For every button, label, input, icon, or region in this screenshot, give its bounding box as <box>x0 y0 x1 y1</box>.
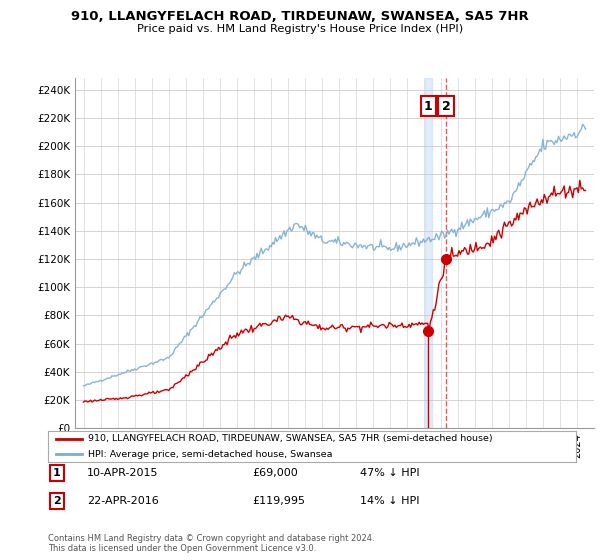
Bar <box>425 78 432 428</box>
Text: 910, LLANGYFELACH ROAD, TIRDEUNAW, SWANSEA, SA5 7HR (semi-detached house): 910, LLANGYFELACH ROAD, TIRDEUNAW, SWANS… <box>88 435 492 444</box>
Text: 14% ↓ HPI: 14% ↓ HPI <box>360 496 419 506</box>
Text: 10-APR-2015: 10-APR-2015 <box>87 468 158 478</box>
Text: 2: 2 <box>53 496 61 506</box>
Text: 47% ↓ HPI: 47% ↓ HPI <box>360 468 419 478</box>
Text: Price paid vs. HM Land Registry's House Price Index (HPI): Price paid vs. HM Land Registry's House … <box>137 24 463 34</box>
Text: 1: 1 <box>53 468 61 478</box>
Text: HPI: Average price, semi-detached house, Swansea: HPI: Average price, semi-detached house,… <box>88 450 332 459</box>
Text: 22-APR-2016: 22-APR-2016 <box>87 496 159 506</box>
Text: 910, LLANGYFELACH ROAD, TIRDEUNAW, SWANSEA, SA5 7HR: 910, LLANGYFELACH ROAD, TIRDEUNAW, SWANS… <box>71 10 529 23</box>
Text: 2: 2 <box>442 100 451 113</box>
Text: 1: 1 <box>424 100 433 113</box>
Text: £69,000: £69,000 <box>252 468 298 478</box>
Text: £119,995: £119,995 <box>252 496 305 506</box>
Text: Contains HM Land Registry data © Crown copyright and database right 2024.
This d: Contains HM Land Registry data © Crown c… <box>48 534 374 553</box>
